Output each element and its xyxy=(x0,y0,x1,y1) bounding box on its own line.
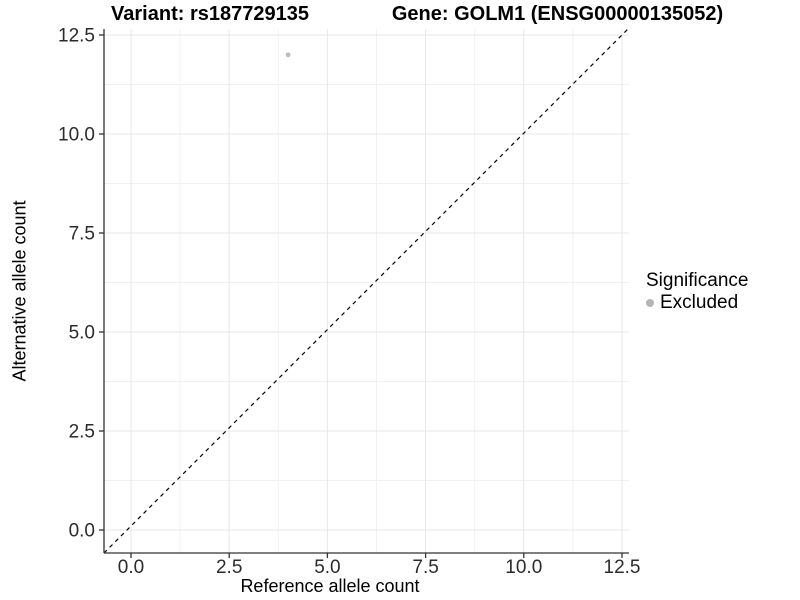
legend-item-excluded: Excluded xyxy=(646,292,748,313)
y-axis-title: Alternative allele count xyxy=(9,200,30,382)
y-tick-label: 2.5 xyxy=(69,422,95,443)
legend-key-dot-icon xyxy=(646,298,654,307)
legend-item-label: Excluded xyxy=(660,292,739,313)
x-tick-label: 0.0 xyxy=(118,557,144,578)
identity-dashed-line xyxy=(103,28,629,554)
x-axis-title: Reference allele count xyxy=(240,576,420,596)
data-point-excluded xyxy=(285,52,291,58)
plot-title-gene: Gene: GOLM1 (ENSG00000135052) xyxy=(391,3,724,25)
y-tick-label: 5.0 xyxy=(69,323,95,344)
legend-title: Significance xyxy=(646,270,749,291)
x-tick-label: 12.5 xyxy=(604,557,641,578)
x-tick-label: 5.0 xyxy=(314,557,340,578)
y-tick-label: 10.0 xyxy=(58,125,95,146)
legend: Significance Excluded xyxy=(646,270,748,313)
x-tick-label: 7.5 xyxy=(412,557,438,578)
y-tick-label: 7.5 xyxy=(69,224,95,245)
y-tick-label: 0.0 xyxy=(69,521,95,542)
x-tick-label: 2.5 xyxy=(216,557,242,578)
plot-title-variant: Variant: rs187729135 xyxy=(111,3,309,25)
x-tick-label: 10.0 xyxy=(505,557,542,578)
y-tick-label: 12.5 xyxy=(58,26,95,47)
